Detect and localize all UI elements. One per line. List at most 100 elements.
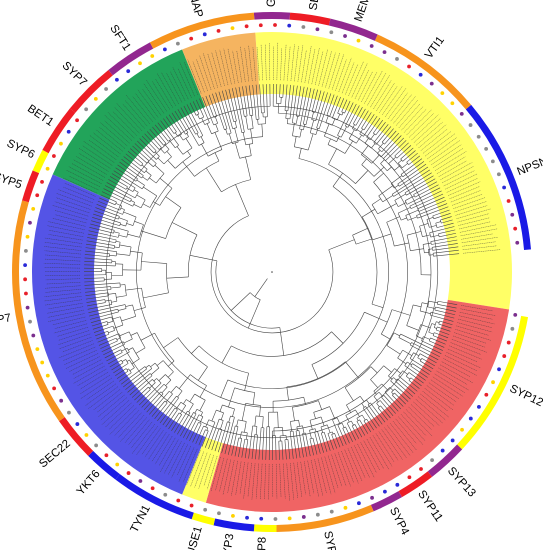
leaf-label — [390, 423, 414, 453]
leaf-label — [85, 383, 116, 406]
branch — [130, 200, 135, 203]
branch — [398, 333, 401, 338]
branch — [189, 422, 199, 442]
family-label-vamp7: VAMP7 — [0, 312, 12, 330]
family-label-gos1: GOS1 — [266, 0, 278, 7]
branch — [231, 88, 243, 133]
leaf-label — [384, 88, 407, 117]
leaf-label — [232, 50, 239, 84]
leaf-label — [82, 145, 113, 166]
branch — [377, 405, 381, 409]
branch — [174, 110, 189, 133]
branch — [241, 439, 246, 458]
branch — [225, 129, 228, 135]
branch — [201, 430, 209, 447]
branch — [429, 232, 431, 238]
leaf-label — [367, 73, 387, 106]
branch — [199, 98, 210, 123]
branch — [115, 203, 122, 207]
species-dot — [115, 462, 120, 467]
branch — [232, 141, 239, 145]
leaf-label — [52, 316, 86, 325]
leaf-label — [44, 246, 82, 251]
branch — [394, 242, 409, 247]
branch — [93, 325, 114, 333]
family-label-syp7: SYP7 — [60, 60, 89, 89]
branch — [201, 143, 209, 157]
branch — [375, 121, 386, 136]
branch — [411, 342, 440, 358]
branch — [381, 132, 399, 153]
branch — [238, 86, 245, 117]
branch — [235, 87, 245, 133]
branch — [341, 422, 345, 428]
branch — [123, 211, 137, 218]
branch — [388, 156, 397, 164]
branch — [367, 404, 383, 425]
leaf-label — [44, 242, 82, 248]
branch — [126, 359, 130, 362]
branch — [311, 111, 314, 120]
branch — [434, 327, 437, 329]
branch — [195, 132, 199, 135]
leaf-label — [363, 440, 380, 471]
branch — [255, 434, 258, 460]
leaf-label — [440, 364, 473, 384]
branch — [380, 405, 391, 419]
species-dot — [418, 72, 423, 77]
branch — [220, 379, 229, 398]
branch — [422, 234, 431, 237]
branch — [169, 390, 173, 395]
leaf-label — [45, 275, 81, 276]
ring-segment-snap — [149, 12, 255, 49]
branch — [413, 181, 438, 195]
branch — [180, 412, 194, 437]
branch — [109, 254, 117, 257]
leaf-label — [327, 455, 339, 489]
branch — [244, 439, 249, 459]
leaf-label — [63, 177, 98, 194]
leaf-label — [337, 452, 351, 487]
branch — [183, 399, 187, 405]
branch — [199, 385, 207, 398]
species-dot — [35, 193, 40, 198]
branch — [198, 429, 206, 446]
branch — [205, 95, 215, 118]
leaf-label — [255, 463, 259, 499]
branch — [177, 109, 200, 146]
branch — [419, 353, 437, 364]
branch — [362, 208, 376, 218]
branch — [215, 116, 218, 124]
leaf-label — [460, 308, 496, 316]
leaf-label — [314, 459, 323, 496]
branch — [208, 419, 216, 423]
branch — [163, 337, 179, 348]
branch — [121, 159, 144, 176]
family-label-syp12: SYP12 — [508, 383, 543, 409]
species-dot — [259, 516, 264, 521]
branch — [397, 163, 427, 185]
branch — [361, 154, 372, 164]
branch — [220, 412, 224, 420]
branch — [332, 431, 334, 435]
branch — [235, 184, 249, 216]
branch — [85, 295, 109, 300]
family-label-use1: USE1 — [185, 525, 205, 550]
branch — [113, 230, 115, 234]
branch — [429, 340, 445, 348]
branch — [144, 133, 160, 150]
branch — [361, 403, 365, 408]
branch — [188, 403, 194, 413]
leaf-label — [54, 320, 87, 329]
leaf-label — [161, 72, 180, 105]
branch — [345, 361, 359, 379]
branch — [400, 333, 442, 354]
species-dot — [407, 64, 411, 69]
branch — [154, 402, 168, 420]
leaf-label — [456, 325, 489, 336]
branch — [397, 162, 403, 169]
species-dot — [84, 107, 89, 112]
leaf-label — [307, 460, 314, 494]
branch — [168, 114, 182, 135]
species-dot — [496, 172, 501, 177]
